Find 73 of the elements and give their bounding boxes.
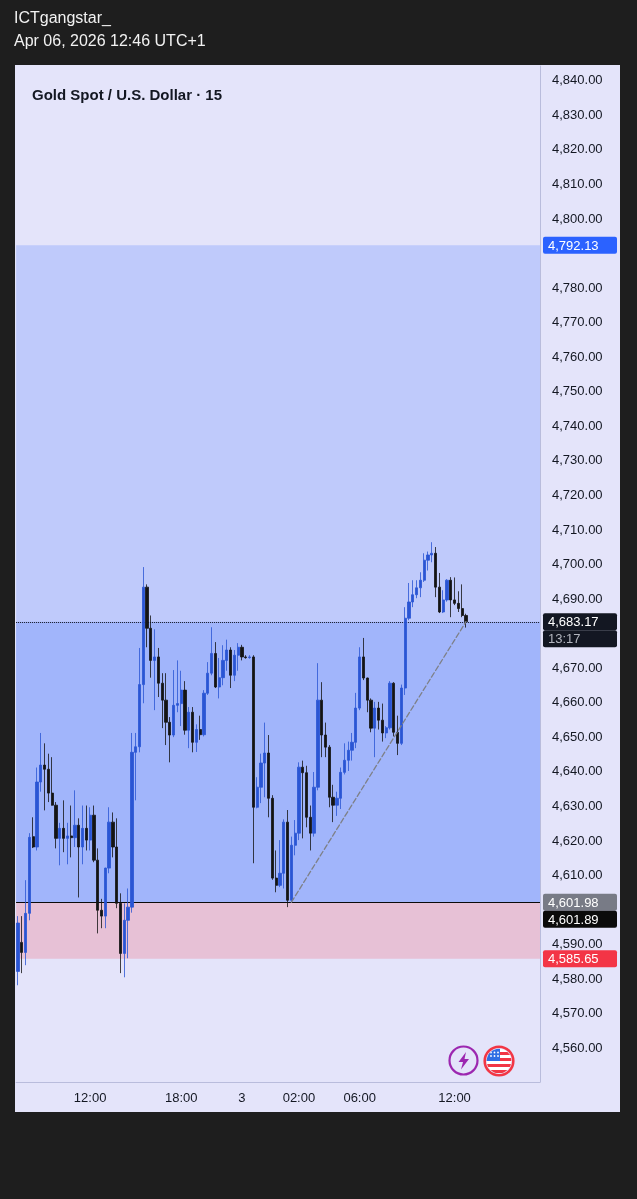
y-tick-label: 4,560.00 [552,1039,603,1055]
y-tick-label: 4,800.00 [552,210,603,226]
candlestick [195,723,198,753]
candlestick [301,760,304,839]
ref-line-label: 4,601.89 [548,911,599,927]
y-tick-label: 4,700.00 [552,556,603,572]
candlestick [282,818,285,889]
y-tick-label: 4,720.00 [552,487,603,503]
candlestick [381,703,384,743]
y-tick-label: 4,750.00 [552,383,603,399]
candlestick [81,805,84,865]
text: ICTgangstar_ [14,8,111,28]
x-tick-label: 12:00 [73,1090,107,1105]
candlestick [153,628,156,711]
y-tick-label: 4,810.00 [552,176,603,191]
candlestick [16,915,20,986]
y-tick-label: 4,660.00 [552,694,603,710]
candlestick [240,644,244,661]
text: Apr 06, 2026 12:46 UTC+1 [14,31,206,51]
candlestick [214,641,217,689]
candlestick [229,646,232,689]
text: 13:17 [548,631,581,647]
text: Gold Spot / U.S. Dollar · 15 [32,86,223,103]
candlestick [320,681,323,758]
y-tick-label: 4,570.00 [552,1005,603,1021]
y-tick-label: 4,630.00 [552,798,603,814]
x-tick-label: 12:00 [438,1090,471,1105]
x-tick-label: 02:00 [282,1090,316,1105]
band-label: 4,792.13 [548,237,599,253]
y-tick-label: 4,840.00 [552,72,603,88]
band-label: 4,585.65 [548,951,599,967]
y-tick-label: 4,640.00 [552,763,603,779]
x-tick-label: 3 [238,1090,246,1105]
candlestick [449,576,452,618]
y-tick-label: 4,650.00 [552,728,603,744]
y-tick-label: 4,610.00 [552,867,603,883]
y-tick-label: 4,710.00 [552,521,603,537]
y-tick-label: 4,830.00 [552,106,603,122]
candlestick [199,715,202,741]
candlestick [85,805,88,851]
candlestick [392,681,395,737]
candlestick [252,654,255,864]
y-tick-label: 4,780.00 [552,279,603,295]
y-tick-label: 4,620.00 [552,832,603,848]
y-tick-label: 4,580.00 [552,970,603,986]
x-tick-label: 06:00 [343,1090,376,1105]
candlestick [248,654,251,660]
candlestick [77,817,80,898]
ref-line-label: 4,683.17 [548,614,599,630]
y-tick-label: 4,740.00 [552,417,603,433]
candlestick [183,680,187,736]
candlestick [62,799,65,853]
candlestick [70,805,73,858]
candlestick [32,816,35,849]
candlestick [20,915,23,974]
candlestick [191,706,194,753]
candlestick [73,789,77,848]
candlestick [373,701,376,758]
candlestick [58,822,61,866]
candlestick [43,742,46,811]
candlestick [66,822,69,865]
y-tick-label: 4,590.00 [552,936,603,952]
y-tick-label: 4,690.00 [552,590,603,606]
y-tick-label: 4,770.00 [552,314,603,330]
y-tick-label: 4,820.00 [552,141,603,157]
candlestick [187,706,190,749]
candlestick [396,715,399,756]
y-tick-label: 4,760.00 [552,348,603,364]
y-tick-label: 4,730.00 [552,452,603,468]
x-tick-label: 18:00 [164,1090,198,1105]
ref-line-label: 4,601.98 [548,894,599,910]
candlestick [89,806,92,851]
y-tick-label: 4,670.00 [552,659,603,675]
